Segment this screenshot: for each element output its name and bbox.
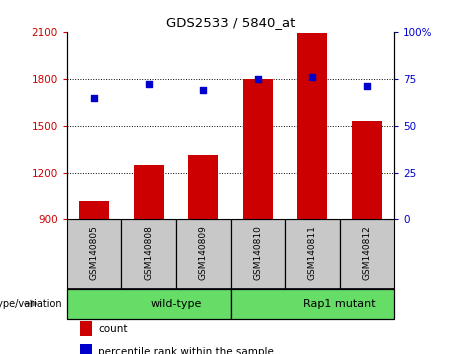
Text: GSM140809: GSM140809 xyxy=(199,225,208,280)
Text: GSM140808: GSM140808 xyxy=(144,225,153,280)
Text: percentile rank within the sample: percentile rank within the sample xyxy=(98,347,274,354)
Bar xyxy=(352,121,382,219)
Point xyxy=(90,95,98,100)
Bar xyxy=(67,219,121,289)
Bar xyxy=(188,155,218,219)
Text: GSM140811: GSM140811 xyxy=(308,225,317,280)
Text: GSM140812: GSM140812 xyxy=(362,225,372,280)
Bar xyxy=(243,79,273,219)
Point xyxy=(145,81,152,87)
Text: genotype/variation: genotype/variation xyxy=(0,298,62,309)
Bar xyxy=(67,289,230,319)
Bar xyxy=(80,344,92,354)
Bar xyxy=(285,219,340,289)
Text: GSM140810: GSM140810 xyxy=(253,225,262,280)
Title: GDS2533 / 5840_at: GDS2533 / 5840_at xyxy=(166,16,295,29)
Bar xyxy=(176,219,230,289)
Bar xyxy=(230,219,285,289)
Bar xyxy=(121,219,176,289)
Bar xyxy=(230,289,394,319)
Text: Rap1 mutant: Rap1 mutant xyxy=(303,298,376,309)
Text: count: count xyxy=(98,324,128,334)
Bar xyxy=(80,321,92,336)
Text: wild-type: wild-type xyxy=(150,298,201,309)
Point xyxy=(363,84,371,89)
Bar xyxy=(297,33,327,219)
Point xyxy=(254,76,261,81)
Text: GSM140805: GSM140805 xyxy=(89,225,99,280)
Bar xyxy=(79,201,109,219)
Point xyxy=(200,87,207,93)
Bar xyxy=(340,219,394,289)
Bar xyxy=(134,165,164,219)
Point xyxy=(309,74,316,80)
